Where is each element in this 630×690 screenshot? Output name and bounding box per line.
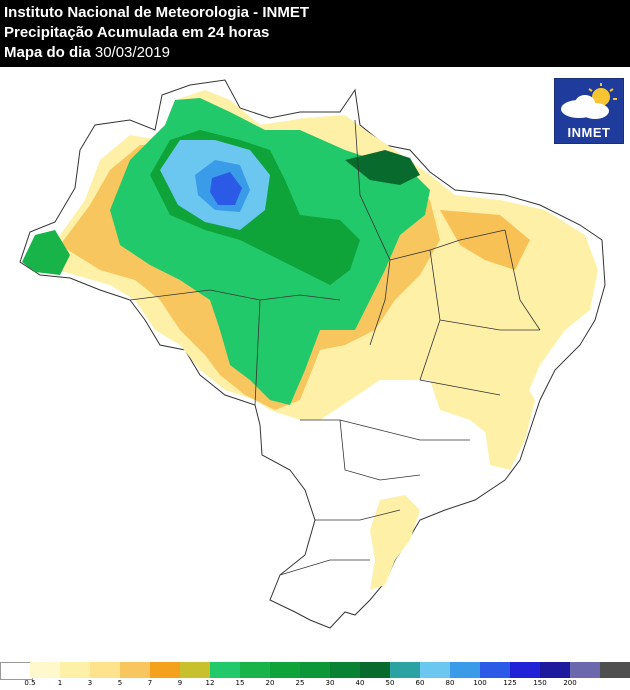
legend-swatch — [300, 662, 331, 678]
legend-tick-label: 1 — [57, 679, 63, 687]
legend-swatch — [480, 662, 511, 678]
map-date-label: Mapa do dia — [4, 44, 91, 61]
legend-tick-label: 40 — [355, 679, 365, 687]
legend-swatch — [60, 662, 91, 678]
legend-swatch — [120, 662, 151, 678]
legend-swatch — [240, 662, 271, 678]
legend-swatch — [0, 662, 33, 680]
legend-tick-label: 200 — [563, 679, 577, 687]
legend-tick-label: 20 — [265, 679, 275, 687]
institution-title: Instituto Nacional de Meteorologia - INM… — [4, 4, 310, 21]
legend-swatch — [510, 662, 541, 678]
legend-swatch — [210, 662, 241, 678]
legend-tick-label: 7 — [147, 679, 153, 687]
legend-swatch — [150, 662, 181, 678]
map-date-line: Mapa do dia 30/03/2019 — [4, 44, 170, 62]
precipitation-map — [19, 79, 606, 629]
inmet-logo: INMET — [554, 78, 624, 144]
legend-tick-label: 25 — [295, 679, 305, 687]
legend-swatch — [390, 662, 421, 678]
legend-tick-label: 125 — [503, 679, 517, 687]
legend-tick-label: 150 — [533, 679, 547, 687]
legend-swatch — [90, 662, 121, 678]
legend-swatch — [450, 662, 481, 678]
heavy-rain-area-coast — [345, 150, 420, 185]
rain-area-orange-northeast — [440, 210, 530, 270]
legend-tick-label: 60 — [415, 679, 425, 687]
state-borders — [129, 119, 541, 576]
heavy-rain-area-west — [22, 230, 70, 275]
legend-tick-label: 30 — [325, 679, 335, 687]
legend-tick-label: 100 — [473, 679, 487, 687]
legend-swatch — [540, 662, 571, 678]
legend-swatch — [180, 662, 211, 678]
legend-tick-label: 12 — [205, 679, 215, 687]
legend-tick-label: 80 — [445, 679, 455, 687]
legend-swatch — [30, 662, 61, 678]
map-date: 30/03/2019 — [94, 44, 170, 61]
cloud-sun-icon — [561, 83, 617, 119]
precipitation-legend: 0.5 1 3 5 7 9 12 15 20 25 30 40 50 60 80 100 125 150 200 — [0, 660, 630, 690]
legend-tick-label: 9 — [177, 679, 183, 687]
legend-tick-label: 5 — [117, 679, 123, 687]
logo-label: INMET — [567, 125, 611, 140]
legend-tick-label: 3 — [87, 679, 93, 687]
extreme-rain-core — [210, 172, 242, 205]
legend-tick-label: 15 — [235, 679, 245, 687]
legend-swatch — [600, 662, 630, 678]
legend-swatch — [420, 662, 451, 678]
header-bar: Instituto Nacional de Meteorologia - INM… — [0, 0, 630, 67]
legend-swatch — [270, 662, 301, 678]
legend-tick-label: 0.5 — [24, 679, 36, 687]
legend-tick-label: 50 — [385, 679, 395, 687]
map-subtitle: Precipitação Acumulada em 24 horas — [4, 24, 270, 41]
legend-swatch — [330, 662, 361, 678]
legend-swatch — [570, 662, 601, 678]
light-rain-area-east — [480, 375, 535, 470]
legend-swatch — [360, 662, 391, 678]
light-rain-area-south — [370, 495, 420, 590]
